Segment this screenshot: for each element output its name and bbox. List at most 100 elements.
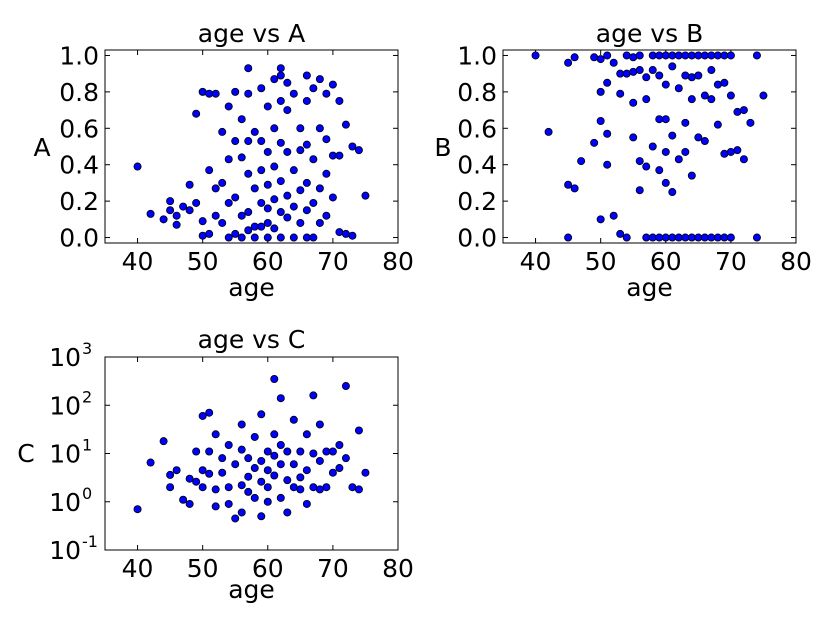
scatter-point	[302, 140, 311, 149]
scatter-point	[231, 460, 240, 469]
scatter-point	[603, 129, 612, 138]
y-tick-label: 1.0	[59, 41, 99, 70]
y-axis-label: C	[17, 439, 34, 468]
y-tick-exponent: 0	[82, 484, 92, 503]
scatter-point	[642, 162, 651, 171]
x-tick-label: 60	[252, 247, 284, 276]
scatter-point	[622, 233, 631, 242]
scatter-point	[713, 80, 722, 89]
scatter-point	[205, 408, 214, 417]
scatter-point	[283, 447, 292, 456]
scatter-point	[302, 430, 311, 439]
y-tick-label: 0.0	[59, 224, 99, 253]
scatter-point	[661, 115, 670, 124]
scatter-point	[218, 127, 227, 136]
x-tick-label: 40	[520, 247, 552, 276]
scatter-point	[218, 468, 227, 477]
x-tick-label: 70	[715, 247, 747, 276]
scatter-point	[302, 499, 311, 508]
scatter-point	[172, 466, 181, 475]
scatter-point	[289, 89, 298, 98]
scatter-point	[348, 231, 357, 240]
scatter-point	[315, 218, 324, 227]
scatter-point	[642, 95, 651, 104]
scatter-point	[655, 166, 664, 175]
scatter-point	[681, 71, 690, 80]
scatter-point	[244, 64, 253, 73]
scatter-point	[250, 493, 259, 502]
scatter-point	[315, 75, 324, 84]
scatter-point	[198, 231, 207, 240]
scatter-point	[231, 193, 240, 202]
scatter-point	[694, 71, 703, 80]
scatter-point	[244, 472, 253, 481]
scatter-point	[159, 215, 168, 224]
scatter-points	[133, 374, 370, 523]
scatter-point	[622, 51, 631, 60]
scatter-point	[211, 184, 220, 193]
scatter-point	[726, 51, 735, 60]
scatter-point	[224, 441, 233, 450]
scatter-point	[276, 96, 285, 105]
scatter-point	[205, 166, 214, 175]
scatter-point	[726, 233, 735, 242]
y-tick-label: 10	[49, 440, 81, 469]
scatter-point	[341, 382, 350, 391]
scatter-point	[283, 191, 292, 200]
scatter-point	[218, 454, 227, 463]
y-tick-label: 0.8	[59, 78, 99, 107]
y-tick-exponent: 3	[82, 339, 92, 358]
scatter-point	[166, 470, 175, 479]
scatter-point	[309, 233, 318, 242]
scatter-point	[270, 162, 279, 171]
scatter-point	[674, 84, 683, 93]
scatter-point	[296, 473, 305, 482]
scatter-points	[531, 51, 768, 242]
scatter-point	[354, 426, 363, 435]
y-tick-label: 0.2	[457, 187, 497, 216]
scatter-point	[700, 137, 709, 146]
scatter-point	[244, 137, 253, 146]
scatter-point	[192, 109, 201, 118]
y-tick-label: 1.0	[457, 41, 497, 70]
scatter-point	[218, 218, 227, 227]
scatter-point	[166, 197, 175, 206]
scatter-point	[668, 131, 677, 140]
scatter-point	[237, 211, 246, 220]
scatter-point	[146, 209, 155, 218]
scatter-point	[224, 102, 233, 111]
scatter-point	[257, 222, 266, 231]
scatter-point	[694, 133, 703, 142]
scatter-point	[687, 73, 696, 82]
subplot-age-vs-a: 40 50 60 70 80 0.0 0.2 0.4 0.6 0.8 1.0 age vs A ag…	[33, 19, 413, 302]
scatter-point	[276, 138, 285, 147]
scatter-point	[244, 169, 253, 178]
scatter-point	[603, 51, 612, 60]
x-tick-label: 60	[252, 554, 284, 583]
scatter-point	[674, 155, 683, 164]
scatter-point	[276, 394, 285, 403]
scatter-point	[289, 415, 298, 424]
scatter-point	[681, 118, 690, 127]
scatter-point	[289, 460, 298, 469]
scatter-point	[609, 58, 618, 67]
x-axis-label: age	[626, 273, 673, 302]
scatter-point	[635, 157, 644, 166]
scatter-point	[270, 471, 279, 480]
scatter-point	[224, 499, 233, 508]
x-tick-label: 50	[187, 554, 219, 583]
scatter-point	[276, 208, 285, 217]
scatter-point	[270, 75, 279, 84]
scatter-point	[341, 229, 350, 238]
scatter-point	[133, 505, 142, 514]
scatter-point	[603, 160, 612, 169]
scatter-point	[237, 153, 246, 162]
scatter-point	[596, 117, 605, 126]
scatter-point	[263, 483, 272, 492]
scatter-point	[328, 193, 337, 202]
y-tick-label: 0.8	[457, 78, 497, 107]
scatter-point	[322, 169, 331, 178]
scatter-point	[133, 162, 142, 171]
plot-frame	[502, 49, 797, 244]
scatter-point	[276, 233, 285, 242]
